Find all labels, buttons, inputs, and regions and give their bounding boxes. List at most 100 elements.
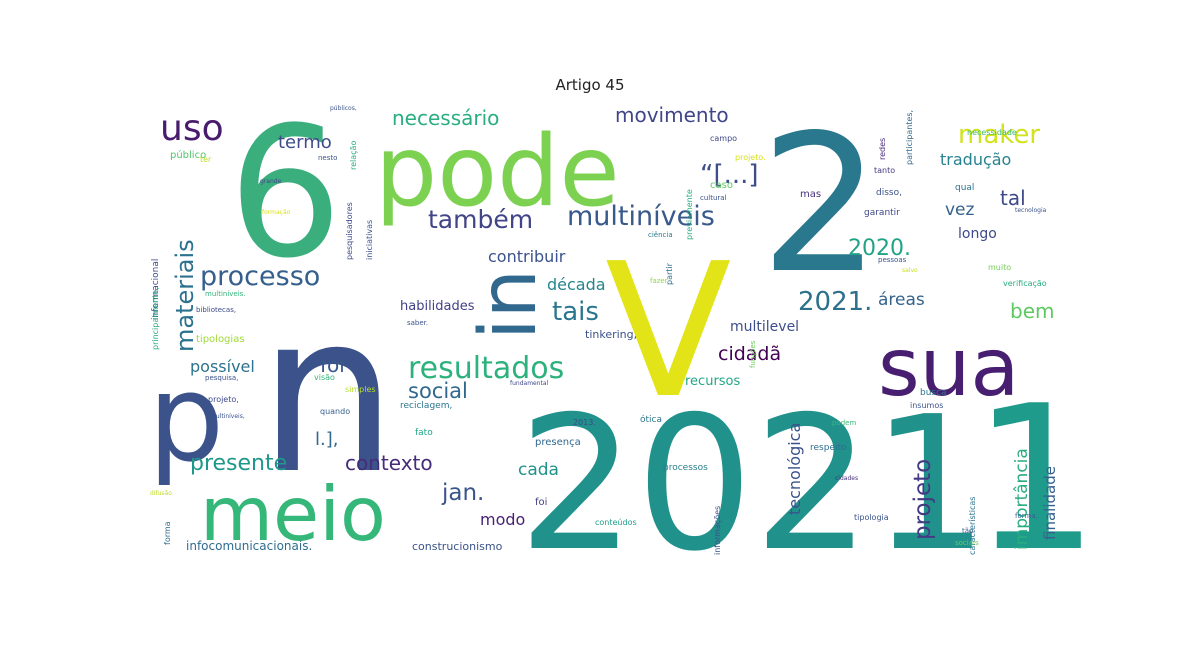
word-social: social (408, 379, 468, 403)
word-decada: década (547, 275, 606, 294)
word-garantir: garantir (864, 208, 900, 218)
word-resultados: resultados (408, 351, 564, 386)
word-difusao: difusão (150, 490, 172, 497)
word-tinkering: tinkering, (585, 328, 637, 341)
word-foi: foi (535, 497, 547, 508)
word-termo: termo (278, 132, 332, 153)
word-mas: mas (800, 189, 821, 200)
word-longo: longo (958, 226, 997, 242)
word-presenca: presença (535, 437, 581, 448)
word-cidades: cidades (835, 475, 858, 482)
word-construcionismo: construcionismo (412, 540, 503, 553)
word-bibliotecas: bibliotecas, (196, 306, 236, 314)
word-processos: processos (663, 463, 708, 473)
word-materiais: materiais (171, 239, 199, 352)
word-projeto: projeto (910, 459, 936, 540)
word-multilevel: multilevel (730, 319, 799, 335)
word-informacional: informacional (151, 259, 161, 320)
word-tal: tal (1000, 186, 1026, 210)
word-contribuir: contribuir (488, 247, 566, 266)
word-sua: sua (878, 321, 1019, 414)
word-1: 1 (972, 363, 1099, 596)
word-traducao: tradução (940, 150, 1011, 169)
word-pesquisadores: pesquisadores (345, 202, 354, 260)
word-2013: 2013. (573, 418, 596, 427)
word-tipologia: tipologia (854, 513, 889, 522)
word-jan: jan. (441, 480, 484, 506)
word-forma: forma, (1015, 512, 1038, 520)
word-informacoes: informações (713, 506, 722, 555)
word-in: in (464, 269, 554, 340)
word-p: p (148, 350, 224, 489)
word-saber: saber. (407, 319, 428, 327)
word-areas: áreas (878, 290, 925, 310)
word-v: V (605, 223, 732, 439)
word-possivel: possível (190, 357, 255, 376)
word-movimento: movimento (615, 103, 729, 127)
word-tais: tais (552, 297, 599, 327)
word-nesto: nesto (318, 154, 337, 162)
word-cidada: cidadã (718, 343, 781, 365)
word-processo: processo (200, 261, 320, 292)
word-tambem: também (428, 205, 533, 234)
word-presente: presente (190, 451, 287, 476)
word-ciencia: ciência (648, 231, 673, 239)
word-conteudos: conteúdos (595, 518, 637, 527)
word-cultural: cultural (700, 194, 727, 202)
word-n: n (258, 266, 397, 522)
word-fazer: fazer (650, 277, 668, 285)
word-salvo: salvo (902, 267, 918, 274)
word-principalmente: principalmente, (151, 287, 160, 350)
word-tecnologia: tecnologia (1015, 207, 1047, 214)
word-publico: público (170, 149, 206, 161)
word-tanto: tanto (874, 166, 895, 175)
word-caracteristicas: características (968, 497, 977, 555)
word-redes: redes (878, 138, 887, 160)
word-necessario: necessário (392, 106, 499, 130)
word-ter: ter (200, 155, 212, 164)
word-pesquisa: pesquisa, (205, 374, 238, 382)
word-caso: caso (710, 180, 733, 191)
word-pessoas: pessoas (878, 256, 907, 264)
word-maker: maker (958, 120, 1040, 150)
word-2: 2 (760, 94, 881, 315)
word-formacao: formação (262, 209, 291, 216)
word-contexto: contexto (345, 451, 433, 475)
word-2020: 2020. (848, 236, 911, 261)
word-sociais: sociais (955, 539, 979, 547)
word-infocomunicacionais: infocomunicacionais. (186, 539, 312, 553)
word-tipologias: tipologias (196, 334, 245, 345)
word-habilidades: habilidades (400, 299, 475, 314)
word-tao: tão (962, 527, 973, 535)
word-multiniveis: multiníveis. (205, 290, 246, 298)
word-2021: 2021 (518, 376, 989, 592)
word-modo: modo (480, 510, 525, 529)
word-disso: disso, (876, 188, 902, 198)
word-funcoes: funções (749, 340, 757, 368)
word-finalidade: finalidade (1041, 466, 1059, 540)
word-meio: meio (200, 470, 386, 558)
word-forma: forma (163, 521, 172, 545)
word-projeto: projeto, (208, 395, 239, 404)
word-quando: quando (320, 407, 350, 416)
word-busca: busca (920, 388, 947, 398)
word-projeto: projeto. (735, 153, 766, 162)
word-fundamental: fundamental (510, 380, 549, 387)
word-campo: campo (710, 134, 737, 143)
word-tecnologica: tecnológica (785, 423, 804, 515)
word-l: l.], (315, 429, 338, 450)
word-necessidade: necessidade (967, 128, 1017, 137)
word-pode: pode (375, 115, 620, 229)
word-2021: 2021. (798, 287, 872, 317)
word-grande: grande (260, 178, 282, 185)
word-symbol: “[...] (700, 160, 759, 190)
word-muito: muito (988, 263, 1011, 272)
word-participantes: participantes, (905, 110, 914, 165)
word-publicos: públicos, (330, 105, 357, 112)
word-for: for (320, 353, 348, 377)
word-iniciativas: iniciativas (365, 220, 374, 260)
word-qual: qual (955, 183, 974, 193)
word-podem: podem (832, 419, 856, 427)
word-verificacao: verificação (1003, 279, 1047, 288)
